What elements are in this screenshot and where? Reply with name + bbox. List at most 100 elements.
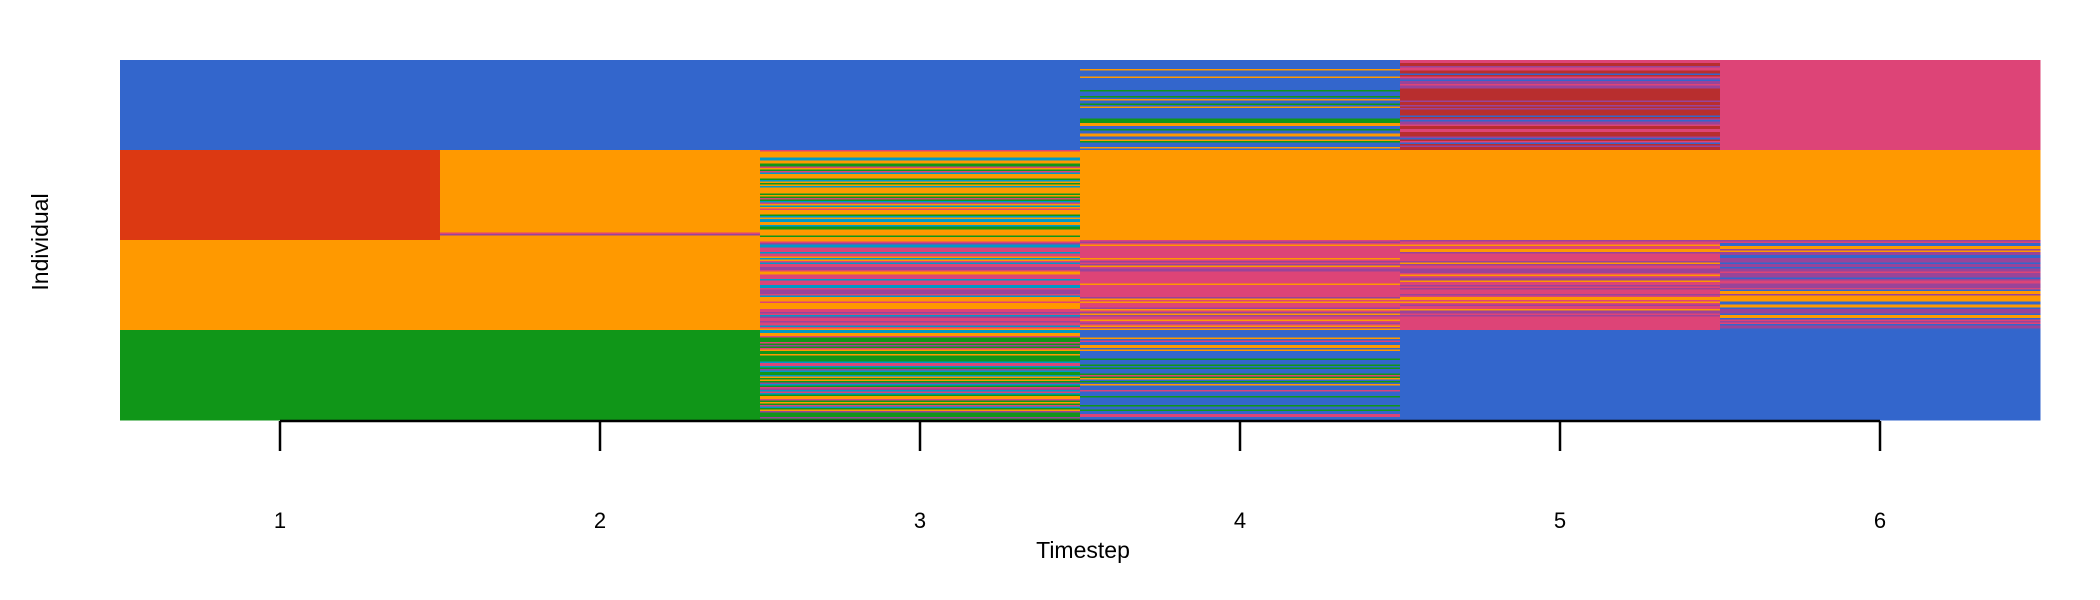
heatmap-stripe <box>1400 82 1721 84</box>
heatmap-stripe <box>760 183 1081 185</box>
heatmap-stripe <box>760 379 1081 381</box>
heatmap-stripe <box>760 271 1081 273</box>
heatmap-stripe <box>1080 319 1401 321</box>
heatmap-stripe <box>1720 292 2041 294</box>
heatmap-stripe <box>1400 129 1721 131</box>
heatmap-stripe <box>1400 87 1721 89</box>
heatmap-stripe <box>1720 291 2041 293</box>
heatmap-stripe <box>1720 300 2041 302</box>
heatmap-stripe <box>760 199 1081 201</box>
heatmap-stripe <box>760 289 1081 291</box>
heatmap-stripe <box>1080 367 1401 369</box>
heatmap-stripe <box>1720 313 2041 315</box>
heatmap-stripe <box>760 363 1081 365</box>
heatmap-stripe <box>760 172 1081 174</box>
heatmap-stripe <box>760 388 1081 390</box>
heatmap-stripe <box>760 366 1081 368</box>
heatmap-cell-r1-t1 <box>120 60 441 151</box>
heatmap-stripe <box>1080 270 1401 272</box>
heatmap-stripe <box>760 258 1081 260</box>
heatmap-stripe <box>760 390 1081 392</box>
heatmap-stripe <box>1400 309 1721 311</box>
heatmap-stripe <box>1400 261 1721 263</box>
heatmap-stripe <box>1720 328 2041 330</box>
heatmap-stripe <box>1400 298 1721 300</box>
heatmap-stripe <box>1080 384 1401 386</box>
heatmap-stripe <box>1400 312 1721 314</box>
x-tick-label-3: 3 <box>914 508 926 533</box>
heatmap-stripe <box>1400 304 1721 306</box>
heatmap-stripe <box>1400 297 1721 299</box>
heatmap-stripe <box>1400 67 1721 69</box>
heatmap-stripe <box>760 411 1081 413</box>
heatmap-stripe <box>760 300 1081 302</box>
heatmap-stripe <box>760 397 1081 399</box>
heatmap-stripe <box>1720 271 2041 273</box>
heatmap-stripe <box>1400 81 1721 83</box>
heatmap-stripe <box>1720 277 2041 279</box>
heatmap-stripe <box>1400 61 1721 63</box>
heatmap-stripe <box>760 219 1081 221</box>
x-tick-label-6: 6 <box>1874 508 1886 533</box>
heatmap-stripe <box>1400 301 1721 303</box>
heatmap-cell-r2-t2 <box>440 150 761 241</box>
heatmap-stripe <box>1400 249 1721 251</box>
heatmap-cell-r2-t5 <box>1400 150 1721 241</box>
heatmap-cell-r1-t3 <box>760 60 1081 151</box>
x-tick-label-5: 5 <box>1554 508 1566 533</box>
heatmap-stripe <box>760 333 1081 335</box>
heatmap-stripe <box>760 225 1081 227</box>
heatmap-cell-r2-t1 <box>120 150 441 241</box>
heatmap-stripe <box>1080 301 1401 303</box>
heatmap-stripe <box>760 150 1081 152</box>
heatmap-stripe <box>1080 96 1401 98</box>
heatmap-stripe <box>1080 313 1401 315</box>
heatmap-stripe <box>1720 256 2041 258</box>
heatmap-stripe <box>760 376 1081 378</box>
heatmap-stripe <box>1400 130 1721 132</box>
heatmap-stripe <box>760 228 1081 230</box>
heatmap-stripe <box>760 268 1081 270</box>
heatmap-stripe <box>760 336 1081 338</box>
heatmap-stripe <box>1400 142 1721 144</box>
heatmap-stripe <box>1080 258 1401 260</box>
heatmap-stripe <box>1400 285 1721 287</box>
heatmap-stripe <box>760 417 1081 419</box>
heatmap-stripe <box>1080 133 1401 135</box>
heatmap-stripe <box>760 163 1081 165</box>
heatmap-stripe <box>1400 315 1721 317</box>
heatmap-stripe <box>760 391 1081 393</box>
heatmap-stripe <box>760 244 1081 246</box>
heatmap-stripe <box>1080 123 1401 125</box>
heatmap-stripe <box>760 178 1081 180</box>
heatmap-stripe <box>1720 241 2041 243</box>
heatmap-stripe <box>1720 298 2041 300</box>
heatmap-stripe <box>1720 303 2041 305</box>
heatmap-stripe <box>760 235 1081 237</box>
heatmap-stripe <box>1720 301 2041 303</box>
heatmap-stripe <box>1400 123 1721 125</box>
heatmap-stripe <box>760 186 1081 188</box>
heatmap-stripe <box>1400 274 1721 276</box>
heatmap-stripe <box>1400 279 1721 281</box>
heatmap-stripe <box>1080 103 1401 105</box>
heatmap-stripe <box>760 354 1081 356</box>
heatmap-stripe <box>1080 283 1401 285</box>
heatmap-stripe <box>1400 124 1721 126</box>
heatmap-stripe <box>760 387 1081 389</box>
heatmap-cell-r4-t6 <box>1720 330 2041 421</box>
heatmap-stripe <box>1400 141 1721 143</box>
heatmap-stripe <box>760 243 1081 245</box>
heatmap-stripe <box>1720 318 2041 320</box>
heatmap-stripe <box>1080 396 1401 398</box>
heatmap-stripe <box>1080 337 1401 339</box>
heatmap-stripe <box>1720 288 2041 290</box>
heatmap-stripe <box>760 405 1081 407</box>
heatmap-stripe <box>760 312 1081 314</box>
heatmap-stripe <box>760 180 1081 182</box>
heatmap-stripe <box>760 205 1081 207</box>
heatmap-stripe <box>1080 376 1401 378</box>
heatmap-stripe <box>760 349 1081 351</box>
heatmap-stripe <box>1400 271 1721 273</box>
